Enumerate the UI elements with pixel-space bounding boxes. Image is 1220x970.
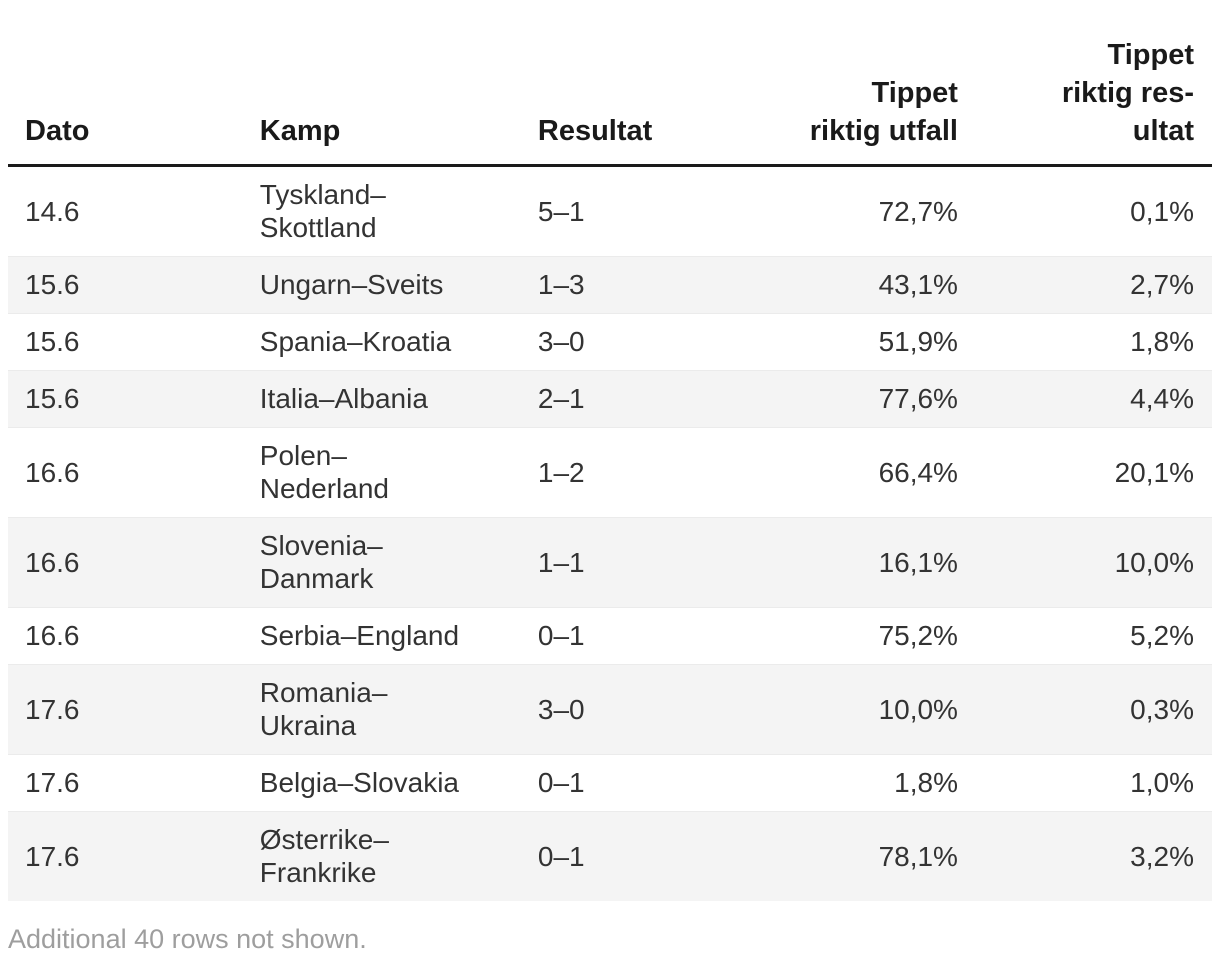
cell-tippet-riktig-utfall: 10,0% bbox=[730, 664, 976, 755]
table-body: 14.6 Tyskland– Skottland 5–1 72,7% 0,1% … bbox=[8, 166, 1212, 901]
cell-kamp: Ungarn–Sveits bbox=[242, 256, 521, 314]
cell-dato: 16.6 bbox=[8, 607, 243, 665]
table-row: 16.6 Slovenia– Danmark 1–1 16,1% 10,0% bbox=[8, 517, 1212, 608]
cell-dato: 17.6 bbox=[8, 754, 243, 812]
cell-tippet-riktig-resultat: 20,1% bbox=[975, 427, 1212, 518]
cell-tippet-riktig-resultat: 3,2% bbox=[975, 811, 1212, 901]
cell-kamp: Italia–Albania bbox=[242, 370, 521, 428]
cell-dato: 17.6 bbox=[8, 811, 243, 901]
cell-resultat: 0–1 bbox=[520, 811, 731, 901]
table-row: 15.6 Ungarn–Sveits 1–3 43,1% 2,7% bbox=[8, 256, 1212, 314]
cell-tippet-riktig-resultat: 5,2% bbox=[975, 607, 1212, 665]
cell-kamp: Belgia–Slovakia bbox=[242, 754, 521, 812]
table-row: 17.6 Østerrike– Frankrike 0–1 78,1% 3,2% bbox=[8, 811, 1212, 901]
cell-dato: 14.6 bbox=[25, 195, 80, 227]
cell-tippet-riktig-utfall: 77,6% bbox=[730, 370, 976, 428]
cell-tippet-riktig-utfall: 1,8% bbox=[730, 754, 976, 812]
column-header-kamp: Kamp bbox=[242, 36, 521, 167]
cell-tippet-riktig-resultat: 0,3% bbox=[975, 664, 1212, 755]
cell-resultat: 2–1 bbox=[520, 370, 731, 428]
cell-resultat: 0–1 bbox=[520, 754, 731, 812]
table-row: 16.6 Serbia–England 0–1 75,2% 5,2% bbox=[8, 607, 1212, 665]
cell-kamp: Spania–Kroatia bbox=[242, 313, 521, 371]
cell-tippet-riktig-resultat: 10,0% bbox=[975, 517, 1212, 608]
table-row: 14.6 Tyskland– Skottland 5–1 72,7% 0,1% bbox=[8, 166, 1212, 257]
cell-dato: 15.6 bbox=[8, 256, 243, 314]
cell-resultat: 3–0 bbox=[520, 664, 731, 755]
cell-kamp: Tyskland– Skottland bbox=[259, 179, 386, 243]
cell-resultat: 1–3 bbox=[520, 256, 731, 314]
cell-tippet-riktig-resultat: 1,0% bbox=[975, 754, 1212, 812]
cell-resultat: 3–0 bbox=[520, 313, 731, 371]
cell-kamp: Slovenia– Danmark bbox=[242, 517, 521, 608]
results-table: Dato Kamp Resultat Tippet riktig utfall … bbox=[8, 36, 1212, 901]
table-row: 15.6 Italia–Albania 2–1 77,6% 4,4% bbox=[8, 370, 1212, 428]
column-header-tippet-riktig-resultat: Tippet riktig res- ultat bbox=[975, 36, 1212, 167]
header-row: Dato Kamp Resultat Tippet riktig utfall … bbox=[8, 36, 1212, 167]
column-header-resultat: Resultat bbox=[520, 36, 731, 167]
table-row: 17.6 Belgia–Slovakia 0–1 1,8% 1,0% bbox=[8, 754, 1212, 812]
cell-kamp: Polen– Nederland bbox=[242, 427, 521, 518]
table-row: 16.6 Polen– Nederland 1–2 66,4% 20,1% bbox=[8, 427, 1212, 518]
cell-dato: 15.6 bbox=[8, 370, 243, 428]
cell-tippet-riktig-resultat: 1,8% bbox=[975, 313, 1212, 371]
cell-tippet-riktig-utfall: 51,9% bbox=[730, 313, 976, 371]
cell-resultat: 1–2 bbox=[520, 427, 731, 518]
cell-kamp: Serbia–England bbox=[242, 607, 521, 665]
column-header-dato: Dato bbox=[8, 36, 243, 167]
cell-dato: 15.6 bbox=[8, 313, 243, 371]
cell-resultat: 1–1 bbox=[520, 517, 731, 608]
cell-tippet-riktig-utfall: 43,1% bbox=[730, 256, 976, 314]
cell-kamp: Østerrike– Frankrike bbox=[242, 811, 521, 901]
column-header-tippet-riktig-utfall: Tippet riktig utfall bbox=[730, 36, 976, 167]
table-row: 17.6 Romania– Ukraina 3–0 10,0% 0,3% bbox=[8, 664, 1212, 755]
cell-tippet-riktig-utfall: 78,1% bbox=[730, 811, 976, 901]
cell-tippet-riktig-resultat: 0,1% bbox=[1130, 195, 1194, 227]
cell-dato: 16.6 bbox=[8, 517, 243, 608]
footer-note: Additional 40 rows not shown. bbox=[8, 924, 367, 954]
cell-resultat: 0–1 bbox=[520, 607, 731, 665]
cell-tippet-riktig-resultat: 2,7% bbox=[975, 256, 1212, 314]
cell-tippet-riktig-resultat: 4,4% bbox=[975, 370, 1212, 428]
cell-kamp: Romania– Ukraina bbox=[242, 664, 521, 755]
cell-tippet-riktig-utfall: 66,4% bbox=[730, 427, 976, 518]
cell-tippet-riktig-utfall: 72,7% bbox=[878, 195, 958, 227]
cell-tippet-riktig-utfall: 16,1% bbox=[730, 517, 976, 608]
table-header: Dato Kamp Resultat Tippet riktig utfall … bbox=[8, 36, 1212, 167]
cell-dato: 17.6 bbox=[8, 664, 243, 755]
cell-dato: 16.6 bbox=[8, 427, 243, 518]
cell-tippet-riktig-utfall: 75,2% bbox=[730, 607, 976, 665]
table-row: 15.6 Spania–Kroatia 3–0 51,9% 1,8% bbox=[8, 313, 1212, 371]
cell-resultat: 5–1 bbox=[537, 195, 585, 227]
